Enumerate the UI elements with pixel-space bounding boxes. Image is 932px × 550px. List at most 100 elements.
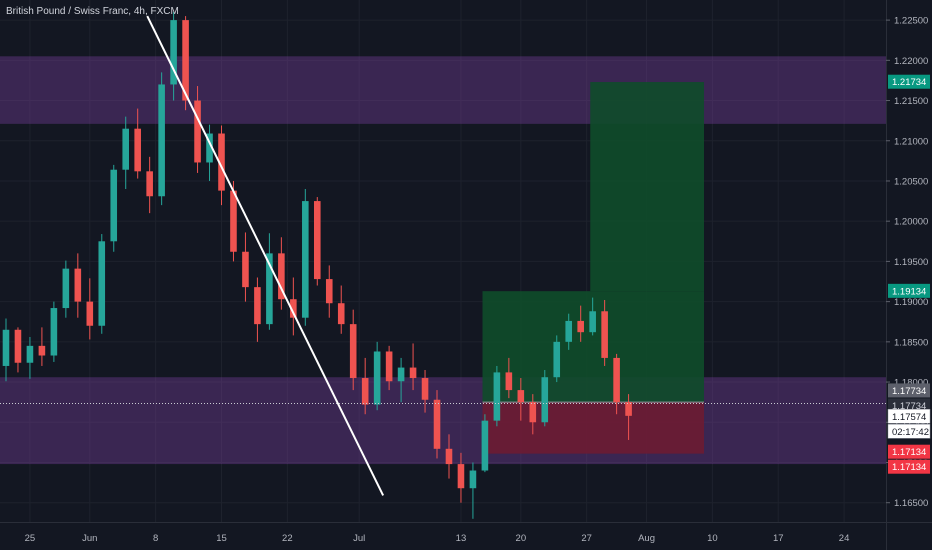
price-tick-label: 1.20500 — [894, 176, 928, 187]
profit-zone-extended — [590, 82, 705, 292]
time-tick-label: 24 — [839, 533, 850, 544]
loss-zone — [482, 402, 705, 454]
trendline-layer — [146, 15, 385, 496]
time-tick-label: 20 — [516, 533, 527, 544]
candle-down — [361, 378, 369, 405]
candle-down — [349, 324, 357, 379]
candle-down — [445, 448, 453, 465]
candle-down — [433, 399, 441, 449]
profit-zone — [482, 291, 705, 403]
price-tick-label: 1.21500 — [894, 96, 928, 107]
candles-layer — [2, 12, 632, 519]
candle-up — [493, 372, 501, 421]
candle-down — [529, 402, 537, 423]
candle-down — [194, 100, 201, 163]
support-zone — [0, 377, 886, 465]
price-tag-stop-a — [888, 444, 930, 459]
candle-down — [601, 311, 608, 358]
candle-down — [14, 329, 22, 363]
candle-up — [206, 133, 213, 163]
price-tag-take-profit — [888, 283, 930, 298]
candle-up — [481, 420, 489, 471]
price-tick-label: 1.22000 — [894, 56, 928, 67]
time-tick-label: 15 — [216, 533, 227, 544]
time-tick-label: 27 — [581, 533, 592, 544]
candle-up — [565, 320, 573, 342]
candle-up — [170, 20, 177, 85]
price-tick-label: 1.20000 — [894, 217, 928, 228]
price-tick-label: 1.22500 — [894, 16, 928, 27]
candle-down — [278, 253, 285, 300]
price-tag-current-b — [888, 398, 930, 413]
price-tick-label: 1.19500 — [894, 257, 928, 268]
time-tick-label: 8 — [153, 533, 158, 544]
candle-down — [74, 268, 82, 302]
time-tick-label: 10 — [707, 533, 718, 544]
price-tag-label-current-b: 1.17734 — [892, 401, 926, 412]
candle-down — [242, 251, 249, 288]
candle-up — [266, 253, 273, 325]
candle-down — [625, 402, 632, 416]
time-tick-label: Aug — [638, 533, 655, 544]
price-tag-label-take-profit: 1.19134 — [892, 286, 926, 297]
candle-up — [98, 241, 106, 326]
candle-down — [409, 367, 417, 379]
candle-up — [553, 341, 561, 378]
candle-up — [26, 345, 34, 363]
trendline — [146, 15, 385, 496]
time-tick-label: 22 — [282, 533, 293, 544]
candle-down — [337, 303, 345, 325]
candle-up — [62, 268, 70, 309]
candle-down — [325, 279, 333, 304]
price-tick-label: 1.21000 — [894, 136, 928, 147]
price-tick-label: 1.18000 — [894, 378, 928, 389]
time-tick-label: 25 — [25, 533, 36, 544]
price-tag-stop-b — [888, 459, 930, 474]
price-tag-label-stop-b: 1.17134 — [892, 462, 926, 473]
candle-down — [505, 372, 513, 391]
candle-down — [517, 390, 525, 403]
candle-down — [421, 378, 429, 400]
candle-down — [146, 171, 153, 197]
candle-up — [469, 470, 477, 489]
price-tag-label-current-a: 1.17734 — [892, 386, 926, 397]
candle-down — [385, 351, 393, 382]
price-tag-countdown — [887, 424, 931, 439]
position-tool — [482, 82, 705, 454]
candle-down — [457, 464, 465, 489]
candle-up — [589, 311, 596, 333]
price-tag-current-a — [888, 383, 930, 398]
candle-down — [577, 320, 584, 333]
candle-up — [110, 169, 118, 242]
price-tag-take-profit-top — [888, 74, 930, 89]
candle-down — [86, 301, 94, 326]
price-tag-label-countdown: 02:17:42 — [892, 427, 929, 438]
zones-layer — [0, 56, 886, 465]
candle-down — [230, 190, 237, 252]
price-tick-label: 1.16500 — [894, 498, 928, 509]
candle-down — [218, 133, 225, 191]
time-tick-label: 17 — [773, 533, 784, 544]
time-tick-label: Jun — [82, 533, 97, 544]
candle-up — [541, 377, 549, 423]
candle-down — [613, 357, 620, 403]
price-tick-label: 1.19000 — [894, 297, 928, 308]
candle-up — [302, 201, 309, 318]
resistance-zone — [0, 56, 886, 124]
price-tag-label-last: 1.17574 — [892, 412, 926, 423]
candle-up — [2, 329, 10, 366]
candle-down — [313, 201, 321, 280]
candle-up — [373, 351, 381, 405]
chart-title: British Pound / Swiss Franc, 4h, FXCM — [6, 6, 179, 17]
price-tag-label-take-profit-top: 1.21734 — [892, 77, 926, 88]
candle-down — [38, 345, 46, 356]
candle-down — [134, 128, 141, 172]
price-tick-label: 1.18500 — [894, 337, 928, 348]
price-tag-last — [887, 409, 931, 424]
time-tick-label: Jul — [353, 533, 365, 544]
candle-up — [50, 308, 58, 356]
price-tag-label-stop-a: 1.17134 — [892, 447, 926, 458]
